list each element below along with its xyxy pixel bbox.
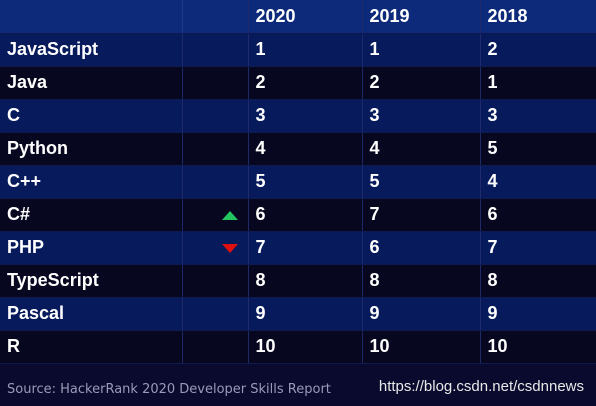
rank-2018-cell: 4 [480,165,596,199]
rank-2020-cell: 7 [248,231,363,265]
trend-cell [182,198,249,232]
rank-2018-cell: 9 [480,297,596,331]
language-name-cell: R [0,330,183,364]
rank-2019-cell: 8 [362,264,481,298]
rank-2019-cell: 10 [362,330,481,364]
language-name-cell: TypeScript [0,264,183,298]
language-name-cell: Pascal [0,297,183,331]
table-row: PHP 7 6 7 [0,231,596,265]
rank-2018-cell: 2 [480,33,596,67]
rank-2018-cell: 5 [480,132,596,166]
rank-2019-cell: 9 [362,297,481,331]
language-name-cell: Python [0,132,183,166]
rank-2020-cell: 6 [248,198,363,232]
rank-2019-cell: 1 [362,33,481,67]
language-name-cell: PHP [0,231,183,265]
rank-2019-cell: 6 [362,231,481,265]
rank-2020-cell: 2 [248,66,363,100]
rank-2019-cell: 4 [362,132,481,166]
rank-2020-cell: 1 [248,33,363,67]
rank-2018-cell: 10 [480,330,596,364]
trend-cell [182,132,249,166]
trend-down-icon [221,243,238,253]
rank-2018-cell: 3 [480,99,596,133]
header-language [0,0,183,34]
rank-2018-cell: 8 [480,264,596,298]
rank-2020-cell: 3 [248,99,363,133]
table-row: Pascal 9 9 9 [0,297,596,331]
rank-2020-cell: 9 [248,297,363,331]
table-row: C# 6 7 6 [0,198,596,232]
trend-cell [182,330,249,364]
rank-2019-cell: 5 [362,165,481,199]
table-row: TypeScript 8 8 8 [0,264,596,298]
rank-2018-cell: 1 [480,66,596,100]
watermark-url: https://blog.csdn.net/csdnnews [378,378,584,395]
rank-2020-cell: 8 [248,264,363,298]
table-row: C++ 5 5 4 [0,165,596,199]
header-trend [182,0,249,34]
table-row: Java 2 2 1 [0,66,596,100]
language-name-cell: C++ [0,165,183,199]
rank-2019-cell: 2 [362,66,481,100]
language-name-cell: JavaScript [0,33,183,67]
rank-2019-cell: 7 [362,198,481,232]
rank-2019-cell: 3 [362,99,481,133]
table-body: JavaScript 1 1 2 Java 2 2 1 C 3 3 3 Python 4 4 5 C++ 5 5 4 C… [0,33,596,364]
trend-cell [182,231,249,265]
trend-up-icon [221,210,238,220]
table-row: R 10 10 10 [0,330,596,364]
rank-2020-cell: 10 [248,330,363,364]
language-name-cell: Java [0,66,183,100]
header-2019: 2019 [362,0,481,34]
trend-cell [182,297,249,331]
footer: Source: HackerRank 2020 Developer Skills… [0,373,596,406]
table-row: Python 4 4 5 [0,132,596,166]
language-ranking-table: 2020 2019 2018 JavaScript 1 1 2 Java 2 2 1 C 3 3 3 P… [0,0,596,364]
trend-cell [182,264,249,298]
language-name-cell: C [0,99,183,133]
trend-cell [182,33,249,67]
rank-2020-cell: 5 [248,165,363,199]
header-row: 2020 2019 2018 [0,0,596,34]
language-name-cell: C# [0,198,183,232]
rank-2018-cell: 6 [480,198,596,232]
trend-cell [182,99,249,133]
header-2018: 2018 [480,0,596,34]
trend-cell [182,66,249,100]
header-2020: 2020 [248,0,363,34]
rank-2020-cell: 4 [248,132,363,166]
table-row: JavaScript 1 1 2 [0,33,596,67]
rank-2018-cell: 7 [480,231,596,265]
source-note: Source: HackerRank 2020 Developer Skills… [7,382,331,397]
trend-cell [182,165,249,199]
